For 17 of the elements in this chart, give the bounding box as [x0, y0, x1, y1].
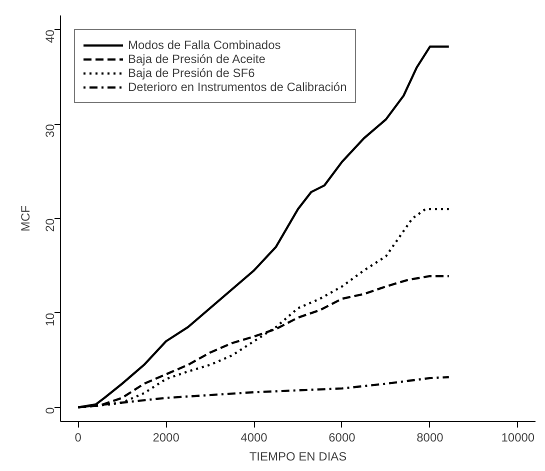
legend-label: Modos de Falla Combinados [128, 38, 281, 52]
legend-label: Deterioro en Instrumentos de Calibración [128, 80, 347, 94]
y-tick-label: 30 [43, 124, 57, 138]
x-tick-label: 10000 [501, 430, 535, 444]
legend-label: Baja de Presión de Aceite [128, 52, 266, 66]
y-tick-label: 10 [43, 312, 57, 326]
y-tick-label: 0 [43, 407, 57, 414]
x-tick-label: 4000 [240, 430, 268, 444]
y-tick-label: 40 [43, 29, 57, 44]
x-tick-label: 2000 [152, 430, 180, 444]
x-tick-label: 8000 [416, 430, 444, 444]
x-axis-title: TIEMPO EN DIAS [249, 450, 347, 464]
x-tick-label: 6000 [328, 430, 356, 444]
legend-label: Baja de Presión de SF6 [128, 66, 255, 80]
x-tick-label: 0 [74, 430, 82, 444]
y-tick-label: 20 [43, 218, 57, 232]
y-axis-title: MCF [18, 205, 32, 232]
